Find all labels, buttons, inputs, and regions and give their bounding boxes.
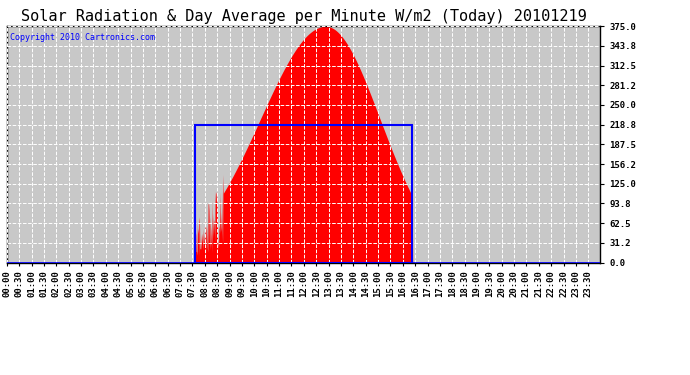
Title: Solar Radiation & Day Average per Minute W/m2 (Today) 20101219: Solar Radiation & Day Average per Minute… — [21, 9, 586, 24]
Text: Copyright 2010 Cartronics.com: Copyright 2010 Cartronics.com — [10, 33, 155, 42]
Bar — [195, 124, 412, 262]
